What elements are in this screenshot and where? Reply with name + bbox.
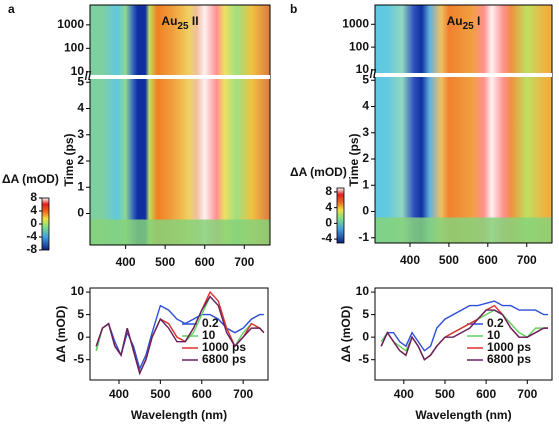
legend-label: 10 [487, 328, 501, 342]
axis-break-mark: // [370, 67, 377, 81]
y-tick-label: 5 [77, 307, 84, 321]
sample-subscript: 25 [463, 21, 475, 32]
y-tick-label: -1 [358, 230, 369, 244]
x-tick-label: 600 [478, 253, 498, 267]
legend-label: 1000 ps [487, 340, 531, 354]
heatmap-pre-zero [375, 217, 552, 243]
y-tick-label: 5 [362, 307, 369, 321]
colorbar-tick-label: -8 [26, 242, 37, 256]
axis-break-mark: // [85, 69, 92, 83]
heatmap [375, 5, 552, 243]
y-tick-label: 2 [362, 151, 369, 165]
y-axis-label: Time (ps) [62, 133, 76, 186]
y-tick-label: 5 [77, 74, 84, 88]
heatmap-pre-zero [90, 219, 270, 245]
sample-base: Au [161, 14, 177, 28]
colorbar-tick-label: 8 [325, 184, 332, 198]
colorbar-tick-label: 0 [325, 216, 332, 230]
x-tick-label: 600 [192, 387, 212, 401]
panel-label: a [8, 2, 15, 16]
y-tick-label: 4 [77, 101, 84, 115]
y-tick-label: 4 [362, 99, 369, 113]
colorbar [41, 197, 50, 251]
x-tick-label: 500 [150, 387, 170, 401]
y-tick-label: 2 [77, 153, 84, 167]
plot-frame [89, 287, 269, 381]
x-tick-label: 400 [400, 253, 420, 267]
colorbar-tick-label: -4 [321, 231, 332, 245]
spectrum-line [380, 309, 548, 361]
y-tick-label: -5 [358, 352, 369, 366]
x-axis-label: Wavelength (nm) [131, 408, 227, 422]
legend-label: 10 [202, 328, 216, 342]
x-tick-label: 500 [435, 387, 455, 401]
y-tick-label: 5 [362, 72, 369, 86]
sample-suffix: I [474, 14, 481, 28]
x-tick-label: 400 [394, 387, 414, 401]
y-axis-label: ΔA (mOD) [54, 306, 68, 363]
sample-label: Au25 II [161, 14, 198, 31]
y-tick-label: 1000 [342, 16, 369, 30]
legend-label: 1000 ps [202, 340, 246, 354]
y-tick-label: 10 [356, 284, 370, 298]
y-tick-label: 3 [77, 127, 84, 141]
y-tick-label: 0 [362, 204, 369, 218]
x-tick-label: 700 [517, 253, 537, 267]
colorbar-tick-label: 4 [325, 200, 332, 214]
heatmap-frame [374, 4, 553, 244]
colorbar-tick-label: -4 [26, 229, 37, 243]
x-tick-label: 600 [476, 387, 496, 401]
legend-label: 6800 ps [202, 352, 246, 366]
legend-label: 0.2 [487, 316, 504, 330]
sample-base: Au [447, 14, 463, 28]
x-tick-label: 700 [517, 387, 537, 401]
x-tick-label: 400 [116, 255, 136, 269]
y-tick-label: 3 [362, 125, 369, 139]
x-tick-label: 500 [439, 253, 459, 267]
heatmap [90, 5, 270, 245]
x-tick-label: 700 [234, 255, 254, 269]
y-tick-label: 10 [71, 284, 85, 298]
x-tick-label: 400 [109, 387, 129, 401]
colorbar-tick-label: 4 [30, 203, 37, 217]
colorbar-label: ΔA (mOD) [2, 172, 59, 186]
sample-suffix: II [189, 14, 199, 28]
spectrum-line [95, 295, 265, 376]
x-axis-label: Wavelength (nm) [415, 408, 511, 422]
sample-subscript: 25 [177, 21, 189, 32]
y-tick-label: 10 [71, 64, 85, 78]
y-tick-label: 1000 [57, 17, 84, 31]
y-tick-label: 0 [77, 206, 84, 220]
y-axis-label: Time (ps) [347, 133, 361, 186]
y-axis-label: ΔA (mOD) [339, 306, 353, 363]
plot-frame [374, 287, 553, 381]
y-tick-label: 0 [77, 329, 84, 343]
colorbar-label: ΔA (mOD) [290, 165, 347, 179]
x-tick-label: 600 [195, 255, 215, 269]
x-tick-label: 500 [155, 255, 175, 269]
spectrum-line [380, 300, 548, 352]
y-tick-label: 1 [77, 179, 84, 193]
y-tick-label: 0 [362, 329, 369, 343]
y-tick-label: 100 [349, 39, 369, 53]
x-tick-label: 700 [233, 387, 253, 401]
legend-label: 0.2 [202, 316, 219, 330]
y-tick-label: 10 [356, 62, 370, 76]
colorbar-tick-label: 0 [30, 216, 37, 230]
legend-label: 6800 ps [487, 352, 531, 366]
y-tick-label: 1 [362, 177, 369, 191]
y-tick-label: -5 [73, 352, 84, 366]
heatmap-frame [89, 4, 271, 246]
y-tick-label: 100 [64, 40, 84, 54]
colorbar [336, 187, 345, 244]
sample-label: Au25 I [447, 14, 481, 31]
panel-label: b [290, 2, 297, 16]
colorbar-tick-label: 8 [30, 190, 37, 204]
